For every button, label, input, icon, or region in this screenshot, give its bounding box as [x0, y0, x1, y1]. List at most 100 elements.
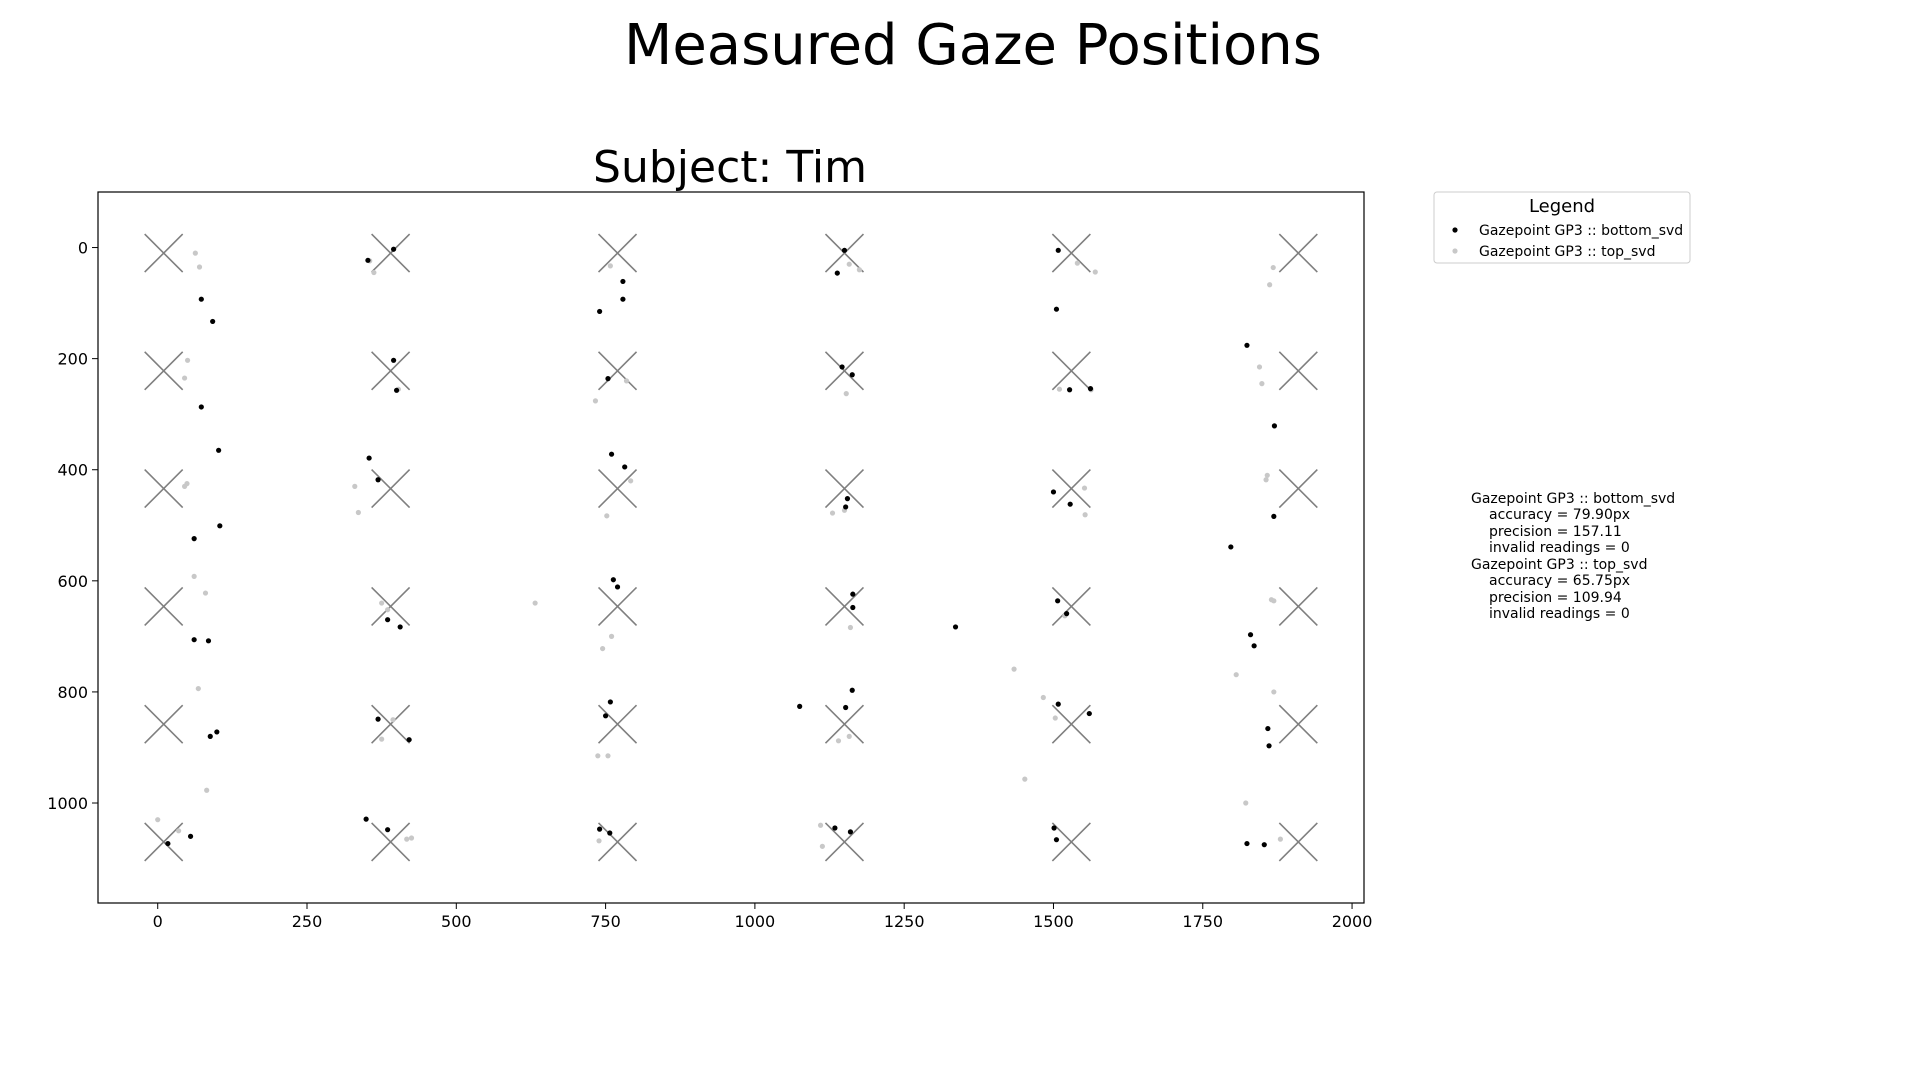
gaze-point-top-svd-19	[379, 736, 385, 742]
gaze-point-top-svd-52	[1011, 666, 1017, 672]
gaze-point-bottom-svd-32	[607, 699, 613, 705]
gaze-point-bottom-svd-61	[1053, 837, 1060, 843]
gaze-point-top-svd-41	[846, 733, 852, 739]
target-marker-r4-c4	[1051, 704, 1091, 744]
gaze-point-top-svd-2	[184, 357, 191, 363]
gaze-point-top-svd-34	[846, 261, 852, 267]
x-tick-label-500: 500	[441, 912, 472, 931]
y-tick-label-400: 400	[57, 461, 88, 480]
target-marker-r3-c3	[824, 586, 865, 626]
gaze-point-top-svd-62	[1271, 598, 1277, 604]
gaze-point-bottom-svd-25	[620, 296, 626, 302]
gaze-point-bottom-svd-9	[214, 729, 220, 735]
target-marker-r2-c4	[1051, 469, 1091, 509]
gaze-point-top-svd-58	[1259, 381, 1265, 387]
target-marker-r1-c0	[144, 351, 184, 391]
gaze-point-top-svd-20	[390, 717, 396, 723]
target-marker-r1-c2	[597, 351, 638, 391]
gaze-point-bottom-svd-36	[841, 247, 848, 253]
gaze-point-bottom-svd-24	[620, 278, 626, 285]
gaze-point-bottom-svd-45	[843, 704, 849, 711]
gaze-point-top-svd-46	[1092, 269, 1098, 275]
x-axis: 0 250 500 750 1000 1250 1500 1750 2000	[153, 903, 1372, 931]
gaze-point-top-svd-36	[843, 391, 849, 397]
gaze-point-bottom-svd-35	[607, 830, 613, 836]
stats-top-svd-name: Gazepoint GP3 :: top_svd	[1471, 557, 1647, 573]
gaze-point-top-svd-48	[1082, 512, 1088, 518]
gaze-point-bottom-svd-59	[1086, 710, 1092, 717]
target-marker-r2-c3	[824, 469, 865, 509]
target-marker-r1-c4	[1051, 351, 1091, 391]
target-markers	[144, 233, 1318, 862]
gaze-point-top-svd-59	[1263, 477, 1269, 483]
y-tick-label-800: 800	[57, 683, 88, 702]
x-tick-label-1250: 1250	[884, 912, 925, 931]
gaze-point-top-svd-21	[404, 836, 410, 842]
gaze-point-bottom-svd-16	[366, 455, 372, 461]
y-tick-label-200: 200	[57, 350, 88, 369]
gaze-point-bottom-svd-63	[1271, 423, 1278, 429]
gaze-point-top-svd-28	[628, 478, 634, 484]
gaze-point-top-svd-24	[607, 263, 613, 269]
gaze-point-bottom-svd-33	[602, 713, 609, 719]
gaze-point-bottom-svd-67	[1251, 643, 1257, 649]
stats-bottom-svd-invalid: invalid readings = 0	[1489, 540, 1630, 556]
legend-entry-top-svd: Gazepoint GP3 :: top_svd	[1479, 244, 1655, 260]
stats-bottom-svd-accuracy: accuracy = 79.90px	[1489, 507, 1630, 523]
target-marker-r3-c5	[1278, 586, 1318, 626]
gaze-point-bottom-svd-7	[205, 638, 212, 644]
gaze-point-top-svd-27	[604, 513, 610, 519]
gaze-point-top-svd-30	[608, 633, 615, 639]
gaze-point-top-svd-37	[829, 510, 836, 516]
gaze-point-top-svd-7	[202, 590, 209, 596]
gaze-point-bottom-svd-57	[1064, 611, 1070, 617]
target-marker-r4-c5	[1278, 704, 1318, 744]
gaze-point-bottom-svd-46	[797, 703, 803, 709]
x-tick-label-750: 750	[590, 912, 621, 931]
gaze-point-bottom-svd-30	[610, 577, 616, 583]
target-marker-r0-c3	[824, 233, 865, 273]
gaze-point-top-svd-42	[817, 822, 824, 828]
figure-title: Measured Gaze Positions	[624, 13, 1322, 78]
gaze-point-bottom-svd-55	[1067, 501, 1073, 507]
gaze-point-top-svd-16	[355, 509, 361, 516]
gaze-point-top-svd-23	[532, 600, 538, 606]
gaze-point-bottom-svd-6	[191, 637, 197, 643]
target-marker-r2-c2	[597, 469, 638, 509]
target-marker-r5-c0	[144, 822, 184, 862]
target-marker-r2-c1	[371, 469, 411, 509]
target-marker-r3-c0	[144, 586, 184, 626]
gaze-point-bottom-svd-41	[843, 504, 849, 510]
gaze-point-bottom-svd-26	[597, 308, 603, 315]
gaze-point-bottom-svd-51	[1053, 306, 1060, 312]
gaze-point-bottom-svd-8	[207, 733, 213, 739]
gaze-point-top-svd-66	[1277, 836, 1283, 842]
gaze-point-bottom-svd-23	[385, 827, 391, 833]
gaze-point-top-svd-11	[176, 828, 182, 834]
gaze-point-bottom-svd-60	[1051, 825, 1057, 831]
gaze-points	[155, 246, 1283, 849]
gaze-point-bottom-svd-48	[847, 829, 854, 835]
gaze-point-bottom-svd-13	[390, 246, 397, 252]
gaze-point-top-svd-6	[191, 573, 197, 579]
target-marker-r2-c0	[144, 469, 184, 509]
gaze-point-bottom-svd-31	[614, 584, 621, 590]
target-marker-r0-c1	[371, 233, 411, 273]
target-marker-r4-c1	[371, 704, 411, 744]
gaze-point-bottom-svd-22	[363, 816, 369, 822]
gaze-point-bottom-svd-42	[850, 591, 856, 597]
gaze-point-top-svd-50	[1040, 694, 1046, 701]
gaze-point-top-svd-5	[181, 483, 188, 489]
gaze-point-top-svd-22	[408, 835, 415, 841]
gaze-point-top-svd-44	[1056, 386, 1063, 392]
gaze-point-top-svd-60	[1264, 472, 1270, 478]
gaze-point-bottom-svd-3	[216, 447, 222, 453]
gaze-point-top-svd-39	[847, 624, 854, 631]
legend-title: Legend	[1529, 196, 1595, 217]
gaze-point-bottom-svd-39	[849, 372, 855, 378]
gaze-point-top-svd-8	[195, 685, 201, 692]
x-tick-label-1000: 1000	[735, 912, 776, 931]
gaze-point-top-svd-51	[1052, 715, 1058, 721]
gaze-point-top-svd-47	[1081, 485, 1088, 491]
target-marker-r1-c3	[824, 351, 865, 391]
